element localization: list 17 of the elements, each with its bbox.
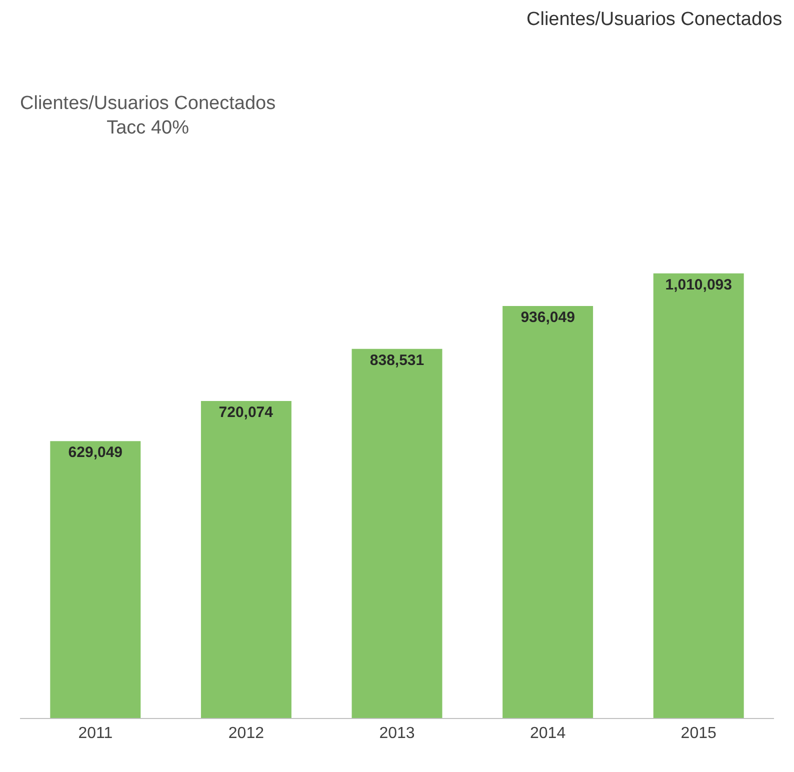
bar <box>653 273 744 718</box>
data-label: 936,049 <box>520 308 575 326</box>
bar <box>200 401 292 718</box>
data-label: 720,074 <box>218 404 274 422</box>
chart-subtitle: Clientes/Usuarios Conectados Tacc 40% <box>20 93 276 139</box>
x-tick-label: 2013 <box>379 725 415 742</box>
x-tick-label: 2014 <box>530 725 566 742</box>
bar <box>352 348 442 718</box>
x-tick-label: 2015 <box>680 725 716 742</box>
bar <box>50 441 141 718</box>
data-label: 1,010,093 <box>665 276 732 294</box>
bar <box>502 306 594 718</box>
x-tick-label: 2012 <box>228 725 264 742</box>
chart-title: Clientes/Usuarios Conectados <box>526 8 782 30</box>
data-label: 629,049 <box>68 444 123 462</box>
x-tick-label: 2011 <box>78 725 113 742</box>
data-label: 838,531 <box>370 352 424 369</box>
